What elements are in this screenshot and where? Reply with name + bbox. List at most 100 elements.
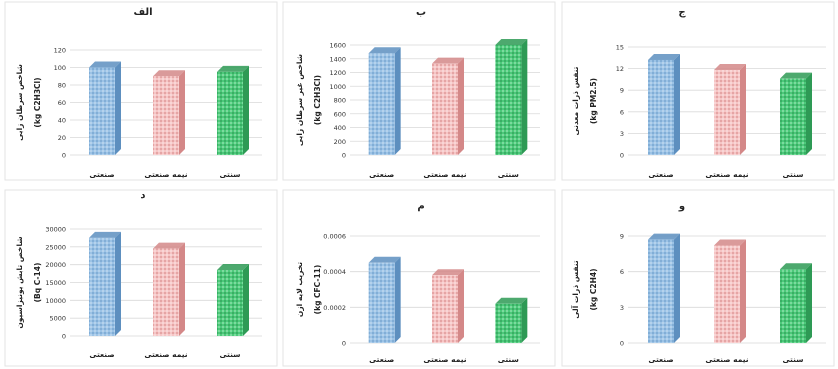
bar-front — [368, 262, 395, 343]
chart-title: ب — [416, 7, 426, 18]
x-tick-label: سنتی — [498, 170, 519, 179]
bar-top — [153, 70, 185, 77]
bar — [368, 47, 401, 155]
bar — [153, 70, 185, 155]
y-axis-label: تخریب لایه ازن — [295, 262, 304, 317]
bar — [217, 65, 249, 155]
bar-top — [495, 39, 528, 45]
bar-front — [648, 59, 674, 155]
y-tick-label: 9 — [620, 233, 624, 241]
bar-top — [89, 231, 121, 238]
y-tick-label: 100 — [54, 64, 66, 72]
bar-top — [432, 57, 464, 64]
y-tick-label: 0 — [620, 340, 624, 348]
y-axis-label: شاخص سرطان زایی — [15, 64, 24, 141]
bar-top — [780, 263, 812, 270]
chart-panel-3: ج 0 3 6 9 12 15 تنفس ذرات معدنی (kg PM2.5) صنعتی ن… — [561, 1, 835, 181]
y-tick-label: 800 — [334, 97, 346, 105]
y-tick-label: 30000 — [45, 226, 66, 234]
bar — [714, 64, 746, 155]
chart-title: ج — [678, 7, 686, 18]
y-axis-unit: (kg C2H3Cl) — [33, 77, 42, 127]
bar-side — [179, 70, 185, 155]
bar-top — [368, 256, 401, 263]
bar-side — [115, 231, 121, 336]
bar — [89, 61, 121, 155]
bar-front — [89, 237, 115, 336]
bar-front — [780, 269, 806, 343]
y-axis-label: شاخص تابش یونیزاسیون — [15, 236, 24, 328]
bar-top — [648, 53, 680, 60]
bar — [153, 242, 185, 336]
y-tick-label: 400 — [334, 124, 346, 132]
y-tick-label: 0 — [342, 152, 346, 160]
bar — [89, 231, 121, 336]
x-tick-label: نیمه صنعتی — [423, 355, 466, 364]
bar-top — [714, 239, 746, 246]
y-axis-unit: (kg CFC-11) — [313, 265, 322, 315]
y-tick-label: 25000 — [45, 243, 66, 251]
y-tick-label: 0 — [62, 333, 66, 341]
x-tick-label: صنعتی — [648, 170, 673, 179]
x-tick-label: نیمه صنعتی — [705, 170, 748, 179]
y-tick-label: 0 — [620, 152, 624, 160]
y-tick-label: 20000 — [45, 261, 66, 269]
y-tick-label: 1400 — [329, 55, 346, 63]
chart-title: د — [140, 190, 145, 201]
chart-panel-1: الف 0 20 40 60 80 100 120 شاخص سرطان زایی (kg C2H… — [4, 1, 278, 181]
y-axis-label: شاخص غیر سرطان زایی — [295, 54, 304, 146]
y-tick-label: 15000 — [45, 279, 66, 287]
chart-title: م — [417, 201, 424, 212]
bar-side — [243, 65, 249, 155]
bar — [648, 233, 680, 343]
bar-side — [740, 239, 746, 343]
bar-top — [153, 242, 185, 249]
y-axis-unit: (kg PM2.5) — [589, 78, 598, 124]
y-tick-label: 0.0006 — [323, 233, 346, 241]
x-tick-label: نیمه صنعتی — [423, 170, 466, 179]
bar-side — [179, 242, 185, 336]
bar-side — [458, 269, 464, 343]
bar-front — [714, 70, 740, 155]
bar-front — [153, 76, 179, 155]
y-tick-label: 120 — [54, 47, 66, 55]
bar-front — [217, 270, 243, 336]
y-axis-unit: (kg C2H4) — [589, 268, 598, 310]
bar-front — [432, 63, 458, 155]
bar-side — [394, 256, 401, 343]
x-tick-label: سنتی — [782, 355, 803, 364]
x-tick-label: نیمه صنعتی — [144, 170, 187, 179]
bar-front — [648, 239, 674, 343]
y-tick-label: 5000 — [49, 315, 66, 323]
x-tick-label: صنعتی — [89, 350, 114, 359]
y-tick-label: 6 — [620, 268, 624, 276]
bar-front — [153, 248, 179, 336]
bar-front — [217, 71, 243, 155]
chart-panel-4: د 0 5000 10000 15000 20000 25000 30000 شاخص تابش… — [4, 189, 278, 367]
bar-side — [243, 264, 249, 336]
chart-panel-5: م 0 0.0002 0.0004 0.0006 تخریب لایه ازن (kg CF… — [282, 189, 556, 367]
y-tick-label: 9 — [620, 87, 624, 95]
bar-side — [674, 53, 680, 155]
bar — [714, 239, 746, 343]
bar-side — [740, 64, 746, 155]
chart-panel-6: و 0 3 6 9 تنفس ذرات آلی (kg C2H4) صنعتی نیمه صنع… — [561, 189, 835, 367]
y-axis-label: تنفس ذرات آلی — [570, 260, 580, 319]
y-tick-label: 3 — [620, 304, 624, 312]
x-tick-label: صنعتی — [369, 355, 394, 364]
bar-top — [368, 47, 401, 54]
x-tick-label: سنتی — [219, 350, 240, 359]
bar-side — [115, 61, 121, 155]
y-tick-label: 1600 — [329, 42, 346, 50]
y-tick-label: 15 — [616, 44, 624, 52]
bar-front — [89, 67, 115, 155]
bar — [648, 53, 680, 155]
bar-top — [432, 269, 464, 276]
y-tick-label: 200 — [334, 138, 346, 146]
y-tick-label: 1200 — [329, 69, 346, 77]
bar — [217, 264, 249, 336]
y-axis-unit: (kg C2H3Cl) — [313, 75, 322, 125]
bar-side — [521, 297, 528, 343]
bar-top — [648, 233, 680, 240]
